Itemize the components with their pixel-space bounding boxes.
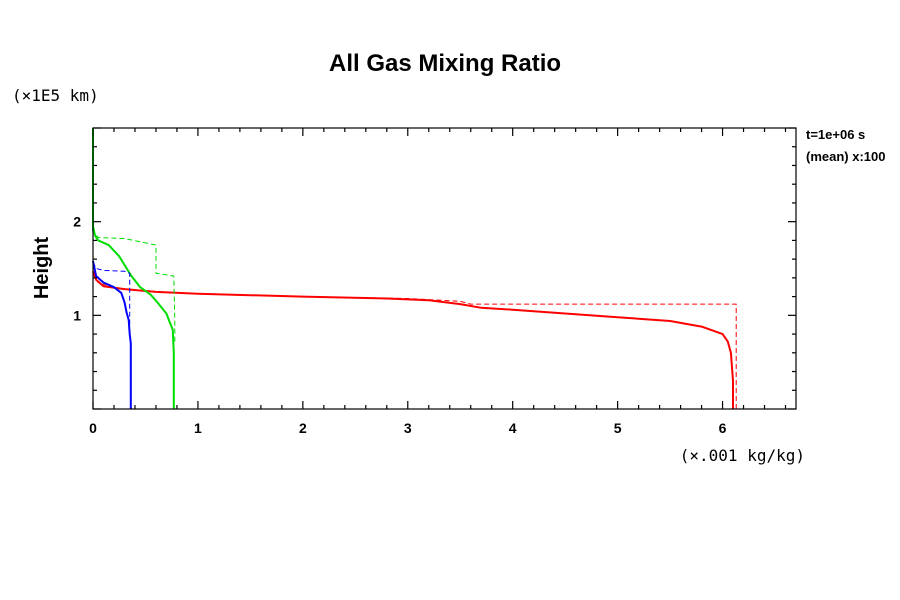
- series-line-6: [92, 261, 131, 325]
- x-tick-label: 2: [299, 420, 307, 436]
- x-tick-label: 6: [719, 420, 727, 436]
- y-tick-label: 2: [73, 214, 81, 230]
- x-tick-label: 1: [194, 420, 202, 436]
- time-annotation: t=1e+06 s: [806, 127, 865, 142]
- series-line-1: [92, 272, 737, 409]
- x-axis-unit-label: (×.001 kg/kg): [680, 446, 805, 465]
- y-tick-label: 1: [73, 307, 81, 323]
- y-axis-title: Height: [31, 237, 53, 300]
- x-tick-label: 3: [404, 420, 412, 436]
- x-tick-label: 0: [89, 420, 97, 436]
- series-line-2: [92, 226, 175, 409]
- axes: 0 1 2 3 4 5 6 1 2: [73, 127, 797, 436]
- chart-title: All Gas Mixing Ratio: [329, 50, 561, 77]
- series-line-3: [92, 230, 176, 342]
- series-line-0: [92, 270, 734, 409]
- plot-frame: [92, 127, 797, 410]
- mean-annotation: (mean) x:100: [806, 149, 885, 164]
- series-layer: [92, 128, 737, 409]
- x-tick-label: 5: [614, 420, 622, 436]
- x-tick-label: 4: [509, 420, 517, 436]
- y-axis-unit-label: (×1E5 km): [12, 86, 99, 105]
- series-line-5: [92, 260, 132, 409]
